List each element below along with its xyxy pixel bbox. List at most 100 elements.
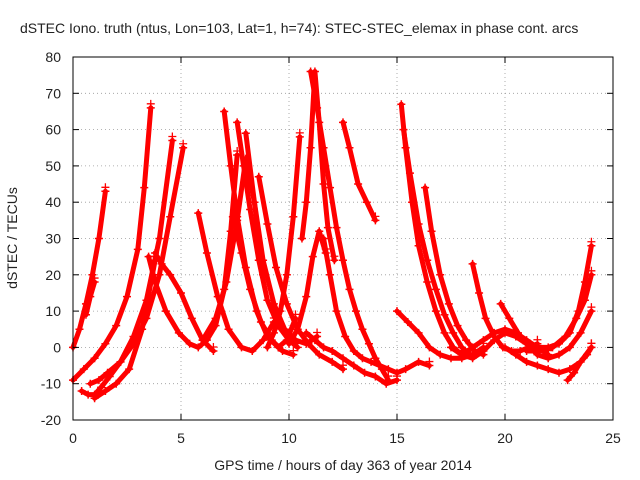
data-point — [133, 245, 142, 254]
data-point — [371, 372, 380, 381]
data-point — [90, 394, 99, 403]
data-point — [138, 325, 147, 334]
data-point — [570, 368, 579, 377]
series-1 — [69, 183, 110, 352]
data-point — [306, 143, 315, 152]
series-arc — [401, 127, 473, 358]
data-point — [94, 234, 103, 243]
data-point — [479, 347, 488, 356]
data-point — [185, 339, 194, 348]
data-point — [345, 285, 354, 294]
data-point — [544, 365, 553, 374]
series-arc — [321, 236, 432, 376]
data-point — [544, 354, 553, 363]
data-point — [94, 376, 103, 385]
x-tick-label: 5 — [177, 430, 185, 446]
data-point — [468, 343, 477, 352]
series-30 — [496, 299, 596, 363]
y-tick-label: -10 — [41, 376, 61, 392]
data-point — [349, 347, 358, 356]
data-point — [457, 350, 466, 359]
data-point — [351, 307, 360, 316]
data-point — [187, 314, 196, 323]
data-point — [354, 180, 363, 189]
data-point — [397, 100, 406, 109]
data-point — [431, 307, 440, 316]
data-point — [358, 325, 367, 334]
data-point-end — [101, 183, 110, 192]
data-point — [328, 357, 337, 366]
tick-layer: 0 5 10 15 20 25 -20 -10 0 10 20 30 40 50 60 70 80 — [41, 49, 621, 446]
series-arc — [70, 188, 108, 350]
data-point — [224, 325, 233, 334]
data-point — [250, 198, 259, 207]
series-arc — [264, 134, 303, 350]
data-point — [103, 368, 112, 377]
data-point — [112, 321, 121, 330]
series-2 — [81, 274, 99, 319]
data-point — [155, 234, 164, 243]
data-point — [125, 365, 134, 374]
data-point — [339, 354, 347, 363]
data-point — [362, 198, 371, 207]
data-point — [256, 317, 265, 326]
data-point — [423, 256, 432, 265]
data-point — [310, 336, 319, 345]
series-arc — [308, 69, 391, 383]
data-point — [297, 234, 306, 243]
data-point — [405, 169, 414, 178]
data-point — [360, 368, 369, 377]
data-point-end — [587, 266, 596, 275]
data-point — [269, 328, 278, 337]
data-point-end — [289, 346, 298, 355]
y-tick-label: 60 — [45, 122, 61, 138]
chart-title: dSTEC Iono. truth (ntus, Lon=103, Lat=1,… — [20, 20, 578, 36]
series-3 — [69, 99, 155, 385]
y-tick-label: 30 — [45, 231, 61, 247]
data-point — [332, 223, 341, 232]
data-point — [453, 321, 462, 330]
data-point — [332, 307, 341, 316]
data-point — [580, 296, 589, 305]
data-point — [555, 368, 563, 377]
data-point — [151, 249, 160, 258]
data-point — [293, 325, 302, 334]
data-point — [211, 314, 220, 323]
data-point-end — [209, 343, 218, 352]
data-point-end — [587, 339, 596, 348]
data-point — [444, 299, 453, 308]
data-point — [414, 219, 423, 228]
y-axis-label: dSTEC / TECUs — [4, 187, 20, 289]
data-point — [174, 328, 183, 337]
data-point — [501, 343, 509, 352]
data-point — [194, 209, 203, 218]
data-point — [382, 379, 391, 388]
data-point — [425, 343, 434, 352]
data-point — [462, 336, 471, 345]
data-point-end — [146, 99, 155, 108]
data-point — [315, 350, 324, 359]
data-point — [77, 386, 86, 395]
data-point — [123, 292, 131, 301]
series-arc — [195, 210, 277, 354]
data-point — [237, 249, 246, 258]
y-tick-label: 80 — [45, 49, 61, 65]
data-point — [427, 227, 436, 236]
data-point — [166, 270, 175, 279]
data-point — [535, 347, 544, 356]
data-point — [259, 256, 268, 265]
data-point — [278, 347, 287, 356]
series-16 — [263, 128, 304, 352]
data-point — [233, 118, 242, 127]
data-point — [302, 198, 311, 207]
data-point-end — [533, 335, 542, 344]
data-point — [246, 285, 255, 294]
data-point — [479, 336, 488, 345]
data-point — [272, 263, 281, 272]
data-point — [457, 343, 466, 352]
data-point — [315, 227, 324, 236]
data-point — [533, 361, 542, 370]
data-point — [505, 314, 514, 323]
data-point — [475, 288, 484, 297]
data-point-end — [587, 303, 596, 312]
